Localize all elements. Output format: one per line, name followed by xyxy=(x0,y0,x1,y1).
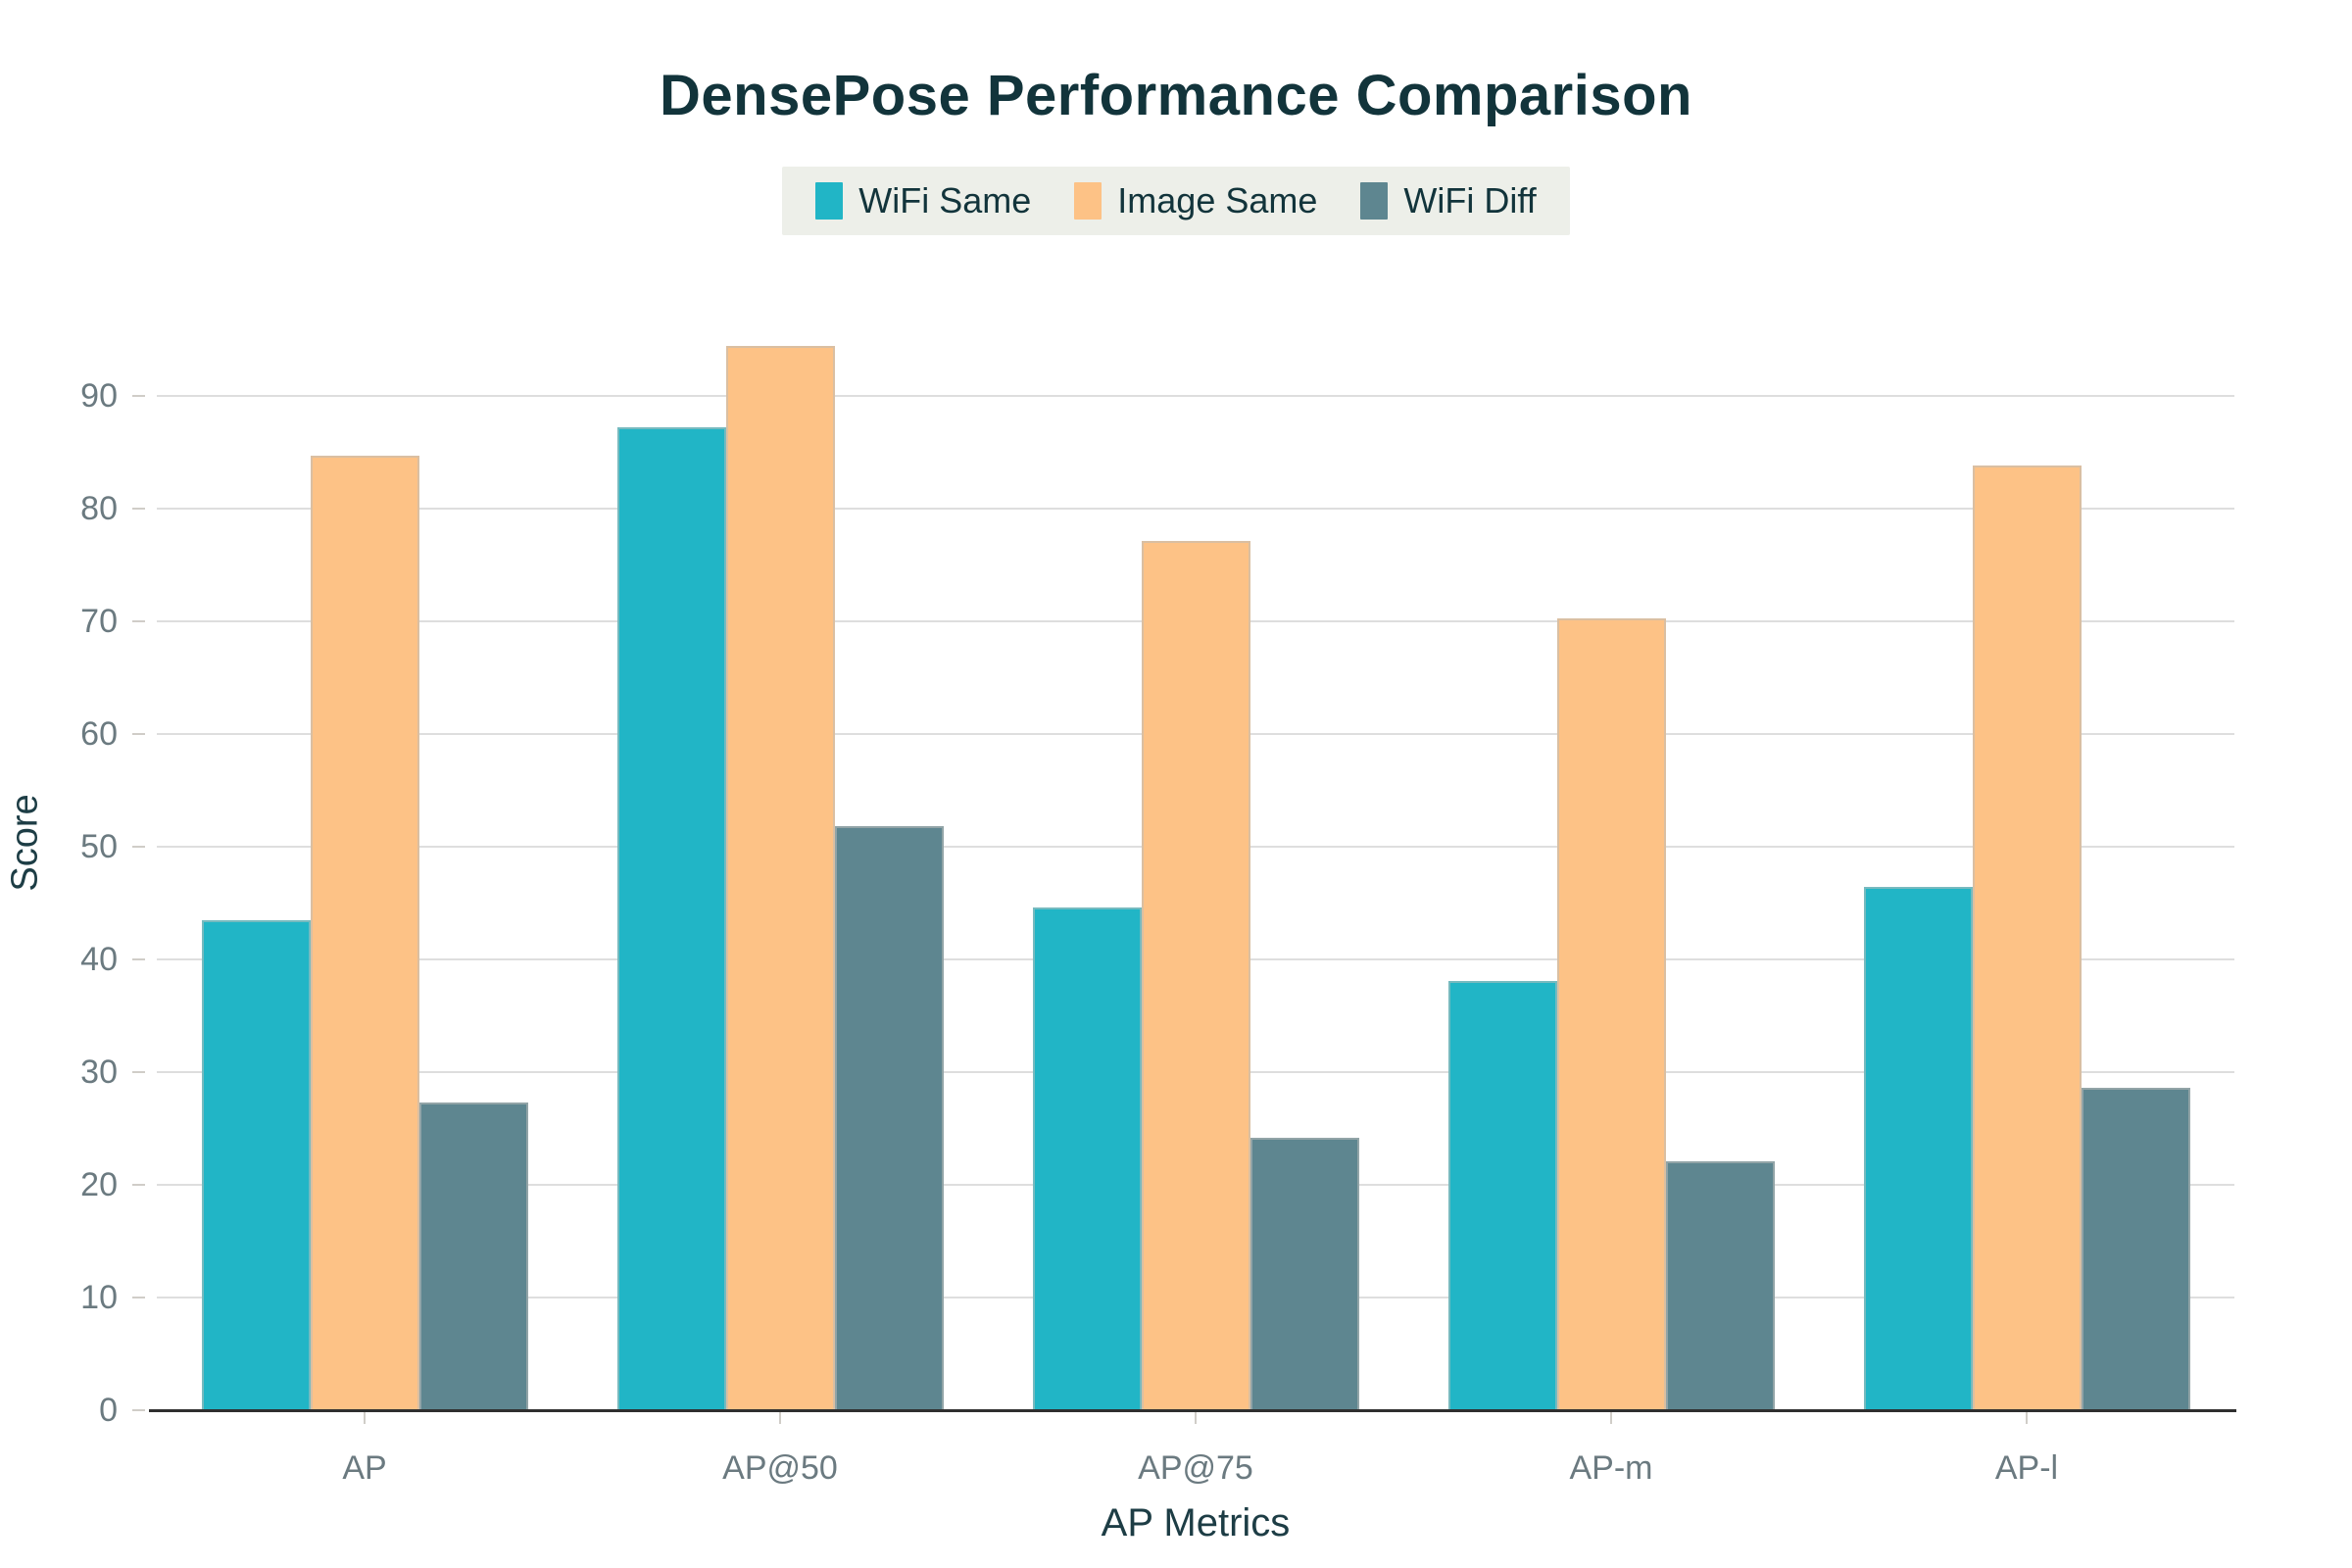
legend-item-wifi-diff[interactable]: WiFi Diff xyxy=(1360,180,1537,221)
y-tick-mark xyxy=(132,733,145,735)
gridline-y-90 xyxy=(157,395,2234,397)
bar-wifi-diff-ap@50[interactable] xyxy=(834,826,944,1410)
y-tick-label: 80 xyxy=(80,490,118,527)
legend-swatch-icon xyxy=(815,182,844,220)
legend-label: Image Same xyxy=(1117,180,1318,220)
y-tick-mark xyxy=(132,958,145,960)
y-tick-mark xyxy=(132,1184,145,1186)
y-tick-label: 30 xyxy=(80,1054,118,1091)
y-tick-label: 10 xyxy=(80,1279,118,1316)
legend-label: WiFi Same xyxy=(858,180,1032,220)
x-tick-mark xyxy=(1610,1410,1612,1424)
legend-label: WiFi Diff xyxy=(1403,180,1537,220)
y-axis-title: Score xyxy=(4,794,46,892)
y-tick-label: 90 xyxy=(80,377,118,415)
bar-image-same-ap-m[interactable] xyxy=(1556,617,1666,1410)
bar-wifi-same-ap[interactable] xyxy=(201,919,311,1410)
y-tick-mark xyxy=(132,620,145,622)
bar-image-same-ap@50[interactable] xyxy=(725,346,835,1410)
y-tick-mark xyxy=(132,395,145,397)
x-tick-mark xyxy=(364,1410,366,1424)
x-tick-label-ap-l: AP-l xyxy=(1994,1449,2059,1487)
y-tick-mark xyxy=(132,508,145,510)
x-tick-label-ap: AP xyxy=(342,1449,387,1487)
bar-wifi-diff-ap@75[interactable] xyxy=(1250,1137,1359,1410)
y-tick-label: 50 xyxy=(80,828,118,865)
chart-title: DensePose Performance Comparison xyxy=(660,64,1692,127)
bar-wifi-same-ap-l[interactable] xyxy=(1863,887,1973,1410)
bar-wifi-same-ap@50[interactable] xyxy=(616,427,726,1410)
bar-wifi-same-ap@75[interactable] xyxy=(1032,907,1142,1410)
plot-area: 0 10 20 30 40 50 60 70 80 90 AP AP@50 AP@75 AP-m AP-l xyxy=(80,283,2236,1485)
x-tick-label-ap-m: AP-m xyxy=(1569,1449,1653,1487)
gridline-y-80 xyxy=(157,508,2234,510)
legend-wrap: WiFi Same Image Same WiFi Diff xyxy=(0,167,2352,235)
y-tick-mark xyxy=(132,846,145,848)
x-tick-mark xyxy=(779,1410,781,1424)
legend: WiFi Same Image Same WiFi Diff xyxy=(782,167,1570,235)
x-axis-title: AP Metrics xyxy=(1101,1501,1291,1544)
y-tick-label: 0 xyxy=(99,1392,118,1429)
y-tick-label: 40 xyxy=(80,941,118,978)
y-tick-label: 70 xyxy=(80,603,118,640)
x-tick-mark xyxy=(2026,1410,2028,1424)
legend-item-image-same[interactable]: Image Same xyxy=(1074,180,1317,221)
y-tick-mark xyxy=(132,1071,145,1073)
bar-wifi-diff-ap-l[interactable] xyxy=(2081,1088,2190,1410)
y-tick-label: 60 xyxy=(80,715,118,753)
x-axis-line xyxy=(149,1409,2236,1412)
legend-swatch-icon xyxy=(1074,182,1102,220)
bar-image-same-ap[interactable] xyxy=(310,455,419,1410)
x-tick-label-ap@50: AP@50 xyxy=(722,1449,838,1487)
legend-item-wifi-same[interactable]: WiFi Same xyxy=(815,180,1031,221)
y-tick-mark xyxy=(132,1297,145,1298)
y-tick-label: 20 xyxy=(80,1166,118,1203)
bar-wifi-diff-ap-m[interactable] xyxy=(1665,1160,1775,1410)
y-tick-mark xyxy=(132,1409,145,1411)
x-tick-label-ap@75: AP@75 xyxy=(1138,1449,1253,1487)
bar-image-same-ap@75[interactable] xyxy=(1141,541,1250,1410)
bar-image-same-ap-l[interactable] xyxy=(1972,466,2082,1410)
x-tick-mark xyxy=(1195,1410,1197,1424)
bar-wifi-diff-ap[interactable] xyxy=(418,1102,528,1410)
bar-wifi-same-ap-m[interactable] xyxy=(1447,980,1557,1410)
legend-swatch-icon xyxy=(1360,182,1389,220)
